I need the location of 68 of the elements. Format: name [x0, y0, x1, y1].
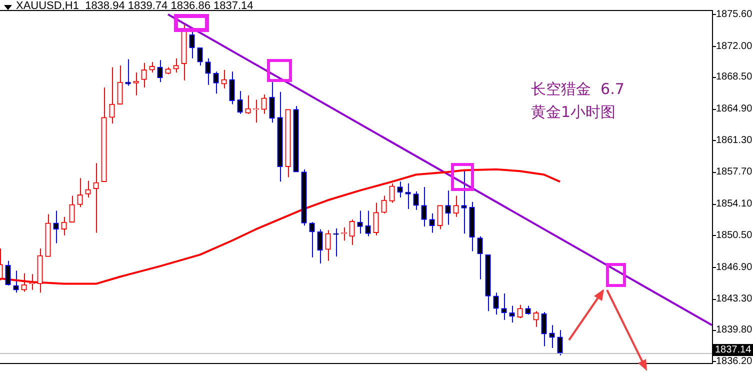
candlestick: [437, 204, 443, 230]
candlestick: [533, 310, 539, 328]
chart-title: XAUUSD,H1 1838.94 1839.74 1836.86 1837.14: [16, 0, 254, 12]
candlestick: [517, 304, 523, 319]
candlestick: [157, 60, 163, 83]
candlestick: [365, 210, 371, 237]
candlestick: [261, 94, 267, 114]
y-tick-label: 1854.10: [716, 198, 753, 210]
candlestick: [69, 195, 75, 223]
candlestick: [245, 94, 251, 114]
candlestick: [77, 178, 83, 208]
candlestick: [493, 292, 499, 316]
candlestick: [229, 71, 235, 105]
candlestick: [125, 58, 131, 86]
candlestick: [61, 216, 67, 236]
y-tick-label: 1846.90: [716, 262, 753, 273]
candlestick: [557, 330, 563, 356]
candlestick: [5, 260, 11, 286]
candlestick: [461, 170, 467, 234]
candlestick: [541, 311, 547, 347]
candlestick: [501, 292, 507, 320]
candlestick: [389, 182, 395, 204]
y-tick-label: 1839.80: [716, 324, 753, 336]
candlestick: [85, 180, 91, 198]
candlestick: [381, 195, 387, 214]
y-tick-label: 1850.50: [716, 230, 753, 242]
y-tick-label: 1864.90: [716, 103, 753, 114]
candlestick: [117, 64, 123, 105]
candlestick: [429, 212, 435, 234]
candlestick: [453, 195, 459, 218]
candlestick: [357, 210, 363, 234]
candlestick: [93, 162, 99, 234]
ref-line-label: 1837.14: [715, 344, 752, 356]
candlestick: [173, 58, 179, 73]
candlestick: [109, 66, 115, 124]
candlestick: [213, 71, 219, 94]
y-tick-label: 1861.30: [716, 135, 753, 146]
candlestick: [53, 210, 59, 244]
y-tick-label: 1868.50: [716, 72, 753, 83]
candlestick: [421, 186, 427, 228]
candlestick: [237, 90, 243, 114]
annotation: 黄金1小时图: [531, 103, 616, 122]
candlestick: [333, 228, 339, 257]
annotation: 长空猎金 6.7: [531, 80, 624, 99]
candlestick: [317, 228, 323, 264]
candlestick: [413, 190, 419, 210]
candlestick: [445, 190, 451, 226]
candlestick: [397, 181, 403, 198]
y-tick-label: 1843.30: [716, 293, 753, 304]
candlestick: [325, 230, 331, 262]
candlestick: [221, 69, 227, 89]
candlestick: [549, 324, 555, 349]
candlestick: [197, 47, 203, 66]
candlestick: [373, 202, 379, 236]
y-tick-label: 1875.60: [716, 9, 753, 20]
candlestick: [509, 305, 515, 324]
candlestick: [149, 61, 155, 73]
y-tick-label: 1872.00: [716, 40, 753, 52]
y-tick-label: 1836.20: [716, 356, 753, 367]
candlestick: [253, 99, 259, 124]
candlestick: [141, 62, 147, 88]
y-tick-label: 1857.70: [716, 166, 753, 178]
candlestick: [309, 222, 315, 258]
candlestick: [269, 82, 275, 124]
candlestick: [13, 270, 19, 294]
candlestick: [477, 236, 483, 280]
candlestick: [349, 219, 355, 246]
candlestick: [205, 58, 211, 86]
